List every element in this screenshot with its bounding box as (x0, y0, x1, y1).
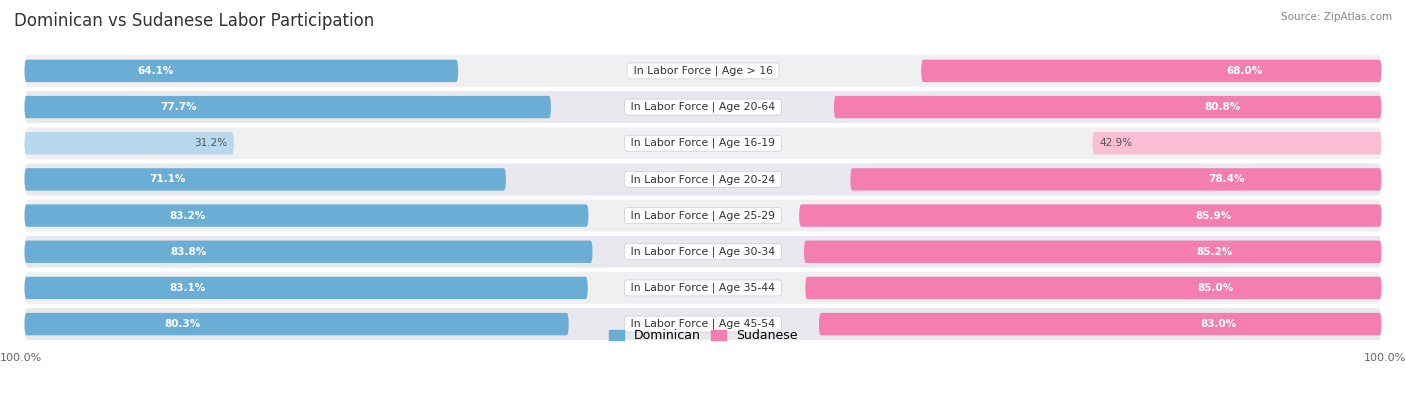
FancyBboxPatch shape (24, 241, 592, 263)
FancyBboxPatch shape (851, 168, 1382, 191)
Legend: Dominican, Sudanese: Dominican, Sudanese (603, 324, 803, 347)
FancyBboxPatch shape (24, 60, 458, 82)
Text: 83.2%: 83.2% (170, 211, 207, 220)
FancyBboxPatch shape (1092, 132, 1382, 154)
FancyBboxPatch shape (818, 313, 1382, 335)
Text: In Labor Force | Age 16-19: In Labor Force | Age 16-19 (627, 138, 779, 149)
Text: 80.8%: 80.8% (1204, 102, 1240, 112)
Text: In Labor Force | Age 45-54: In Labor Force | Age 45-54 (627, 319, 779, 329)
FancyBboxPatch shape (24, 127, 1382, 159)
Text: 68.0%: 68.0% (1226, 66, 1263, 76)
Text: 42.9%: 42.9% (1099, 138, 1132, 148)
Text: 77.7%: 77.7% (160, 102, 197, 112)
FancyBboxPatch shape (24, 164, 1382, 196)
Text: In Labor Force | Age > 16: In Labor Force | Age > 16 (630, 66, 776, 76)
Text: 80.3%: 80.3% (165, 319, 201, 329)
Text: In Labor Force | Age 30-34: In Labor Force | Age 30-34 (627, 246, 779, 257)
Text: 64.1%: 64.1% (138, 66, 173, 76)
FancyBboxPatch shape (24, 91, 1382, 123)
FancyBboxPatch shape (834, 96, 1382, 118)
Text: 85.0%: 85.0% (1197, 283, 1233, 293)
Text: 85.2%: 85.2% (1197, 247, 1233, 257)
Text: In Labor Force | Age 20-64: In Labor Force | Age 20-64 (627, 102, 779, 112)
FancyBboxPatch shape (24, 204, 589, 227)
FancyBboxPatch shape (24, 96, 551, 118)
FancyBboxPatch shape (24, 308, 1382, 340)
FancyBboxPatch shape (24, 236, 1382, 268)
FancyBboxPatch shape (804, 241, 1382, 263)
Text: 85.9%: 85.9% (1195, 211, 1232, 220)
Text: 83.0%: 83.0% (1201, 319, 1237, 329)
Text: Dominican vs Sudanese Labor Participation: Dominican vs Sudanese Labor Participatio… (14, 12, 374, 30)
FancyBboxPatch shape (24, 132, 233, 154)
Text: 31.2%: 31.2% (194, 138, 226, 148)
FancyBboxPatch shape (799, 204, 1382, 227)
FancyBboxPatch shape (806, 277, 1382, 299)
Text: In Labor Force | Age 25-29: In Labor Force | Age 25-29 (627, 210, 779, 221)
Text: 83.1%: 83.1% (170, 283, 205, 293)
Text: 83.8%: 83.8% (170, 247, 207, 257)
Text: 71.1%: 71.1% (149, 175, 186, 184)
FancyBboxPatch shape (921, 60, 1382, 82)
FancyBboxPatch shape (24, 199, 1382, 231)
FancyBboxPatch shape (24, 313, 568, 335)
FancyBboxPatch shape (24, 272, 1382, 304)
FancyBboxPatch shape (24, 168, 506, 191)
Text: In Labor Force | Age 35-44: In Labor Force | Age 35-44 (627, 283, 779, 293)
Text: In Labor Force | Age 20-24: In Labor Force | Age 20-24 (627, 174, 779, 185)
Text: Source: ZipAtlas.com: Source: ZipAtlas.com (1281, 12, 1392, 22)
FancyBboxPatch shape (24, 55, 1382, 87)
FancyBboxPatch shape (24, 277, 588, 299)
Text: 78.4%: 78.4% (1208, 175, 1244, 184)
